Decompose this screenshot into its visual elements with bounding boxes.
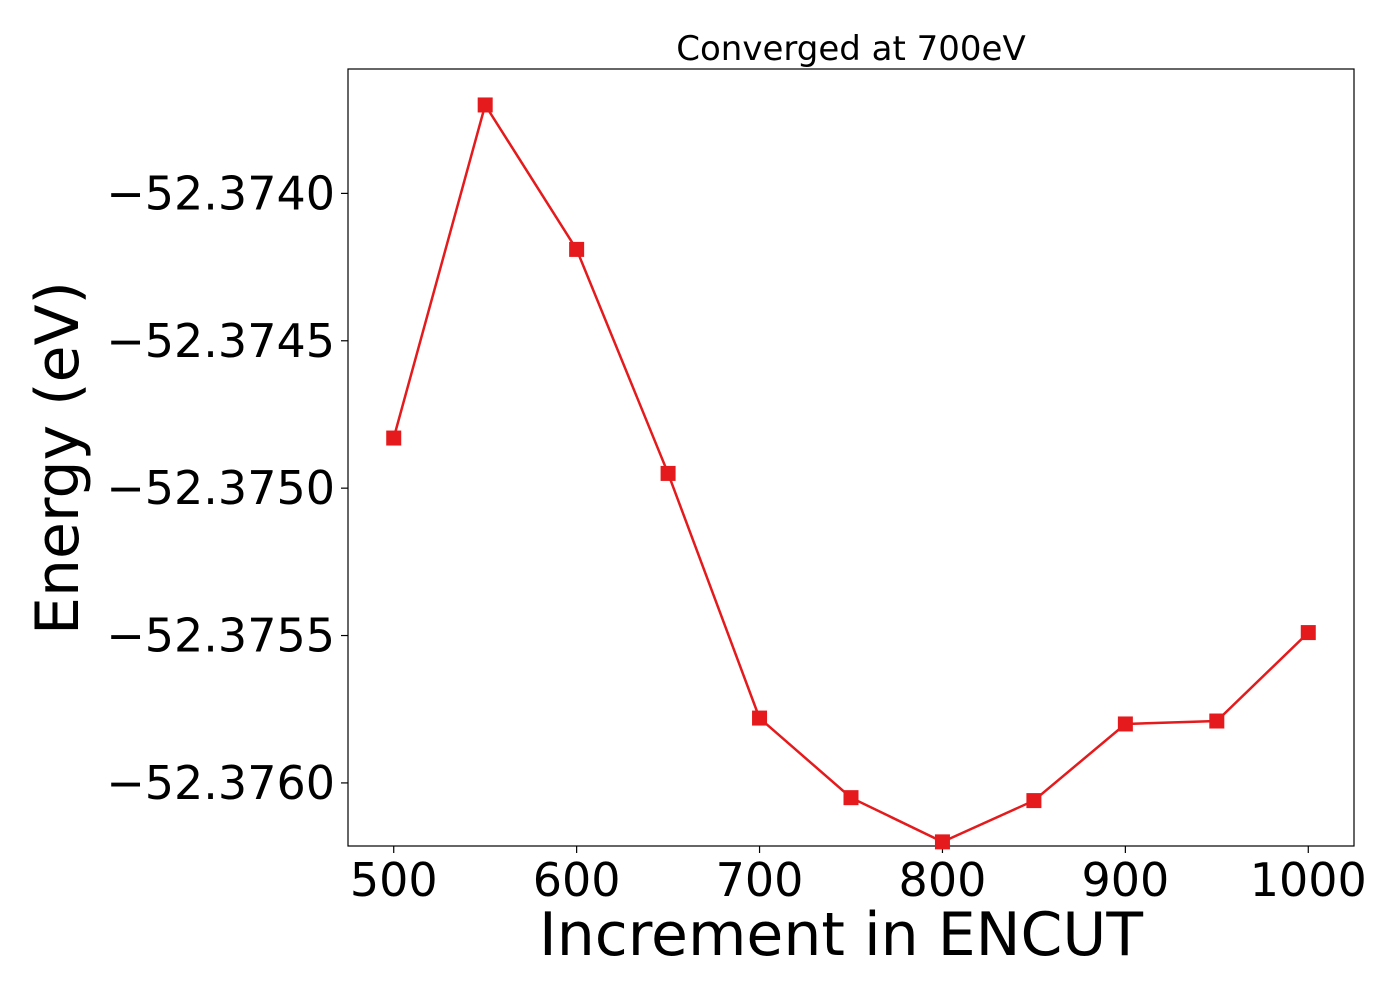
data-point-marker — [1026, 793, 1042, 809]
x-tick-label: 700 — [716, 853, 804, 907]
data-point-marker — [1117, 716, 1133, 732]
y-tick-label: −52.3745 — [106, 314, 335, 368]
y-axis-label: Energy (eV) — [23, 281, 93, 635]
y-axis: −52.3740 −52.3745 −52.3750 −52.3755 −52.3760 — [106, 166, 348, 810]
data-point-marker — [1209, 713, 1225, 729]
data-point-marker — [386, 430, 402, 446]
y-tick-label: −52.3740 — [106, 166, 335, 220]
y-tick-label: −52.3755 — [106, 609, 335, 663]
x-axis-label: Increment in ENCUT — [539, 900, 1143, 970]
x-tick-label: 500 — [350, 853, 438, 907]
data-point-marker — [569, 241, 585, 257]
y-tick-label: −52.3750 — [106, 461, 335, 515]
plot-area-frame — [347, 68, 1355, 847]
chart-title: Converged at 700eV — [676, 29, 1025, 69]
x-tick-label: 900 — [1081, 853, 1169, 907]
x-tick-label: 600 — [533, 853, 621, 907]
data-point-marker — [477, 97, 493, 113]
data-point-marker — [752, 710, 768, 726]
data-point-marker — [1300, 625, 1316, 641]
data-point-marker — [843, 790, 859, 806]
series-group — [386, 97, 1316, 850]
series-line — [392, 101, 1310, 844]
data-point-marker — [660, 465, 676, 481]
x-tick-label: 800 — [899, 853, 987, 907]
data-point-marker — [934, 834, 950, 850]
x-axis: 500 600 700 800 900 1000 — [350, 846, 1367, 907]
x-tick-label: 1000 — [1250, 853, 1367, 907]
y-tick-label: −52.3760 — [106, 756, 335, 810]
